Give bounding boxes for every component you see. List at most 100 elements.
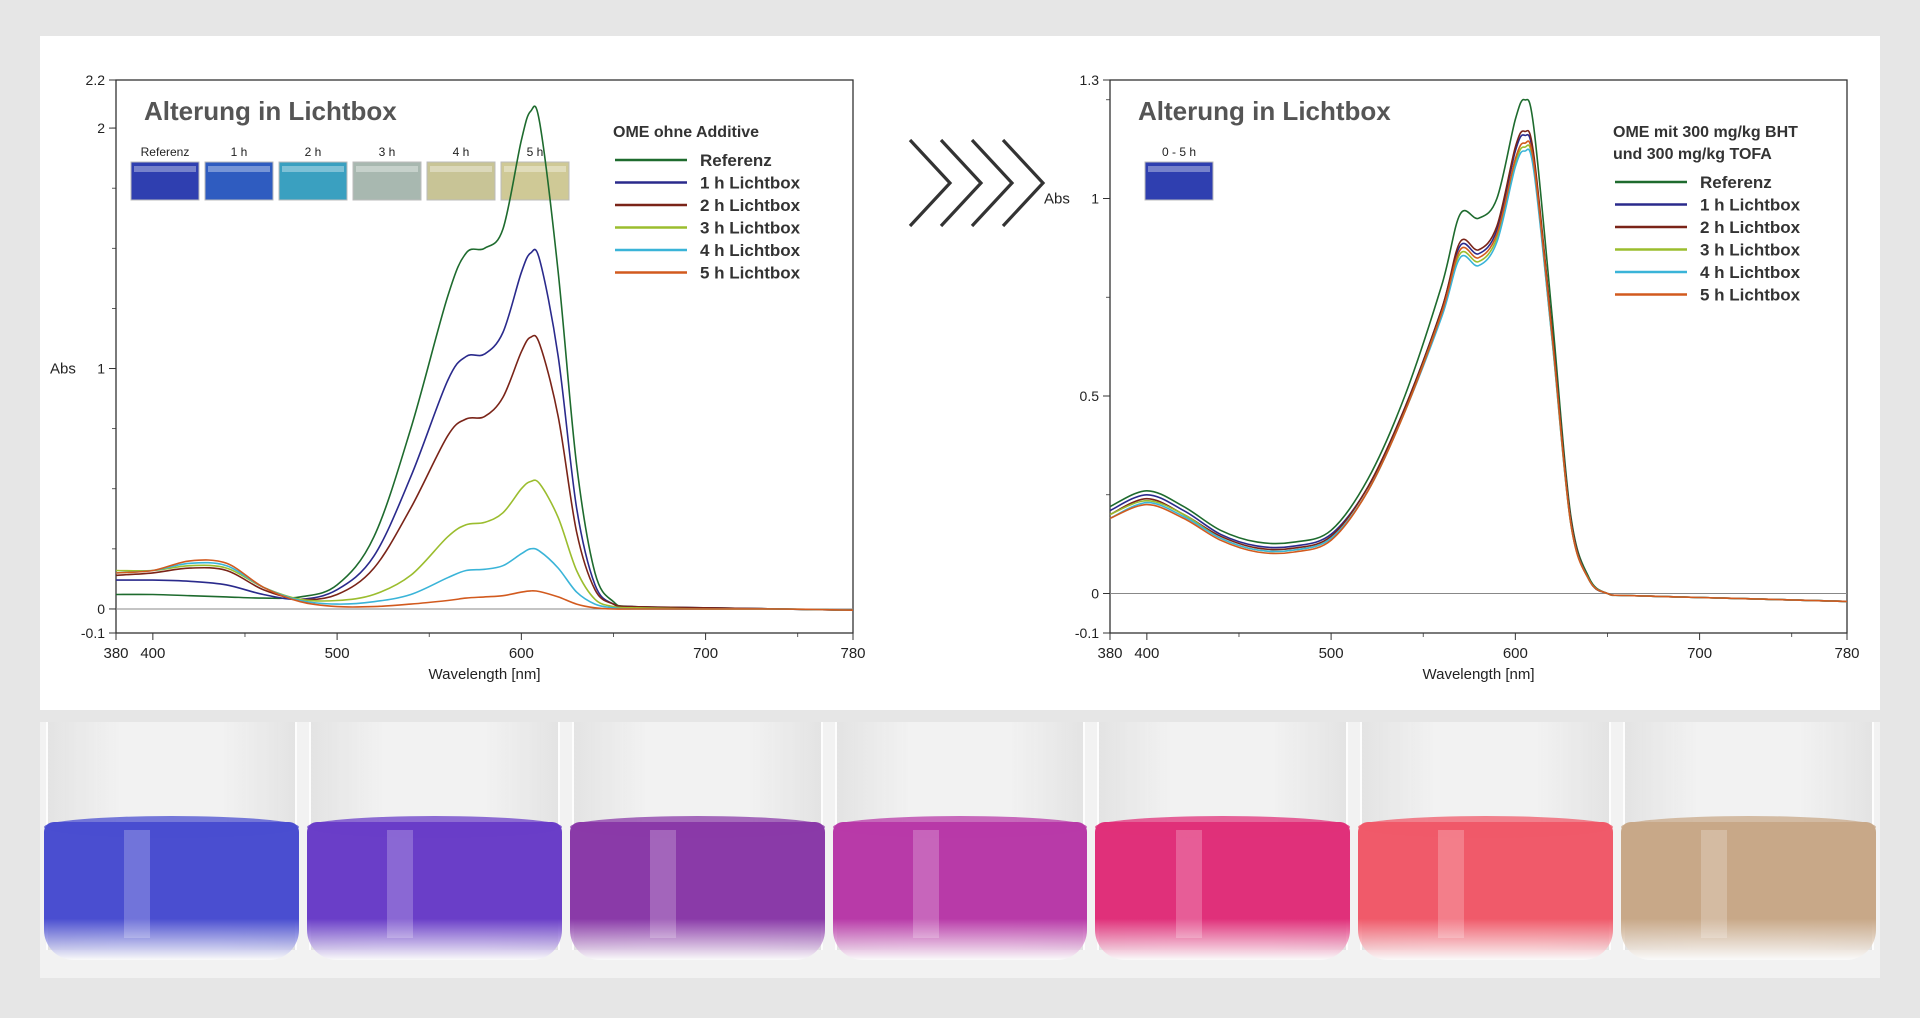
legend-title-line2: und 300 mg/kg TOFA: [1613, 146, 1772, 163]
swatch-label: 2 h: [305, 145, 322, 159]
chart-title: Alterung in Lichtbox: [144, 96, 397, 126]
x-tick-label: 500: [1319, 645, 1344, 662]
vial-shine: [1701, 830, 1728, 938]
color-swatch: [204, 161, 274, 201]
vial-meniscus: [44, 816, 299, 838]
color-swatch: [352, 161, 422, 201]
swatch-label: 3 h: [379, 145, 396, 159]
legend-label: 4 h Lichtbox: [700, 241, 801, 260]
vial-shine: [1438, 830, 1465, 938]
vial-shine: [124, 830, 151, 938]
swatch-highlight: [356, 166, 418, 172]
vial: [829, 722, 1092, 978]
vial-meniscus: [569, 816, 825, 838]
legend-label: 5 h Lichtbox: [700, 264, 801, 283]
legend-label: 1 h Lichtbox: [700, 174, 801, 193]
vial-meniscus: [1358, 816, 1614, 838]
chevron: [939, 138, 984, 228]
series-line: [115, 334, 854, 611]
y-tick-label: 2.2: [86, 72, 106, 88]
y-tick-label: 1.3: [1080, 72, 1100, 88]
chart-title: Alterung in Lichtbox: [1138, 96, 1391, 126]
legend-label: 1 h Lichtbox: [1700, 196, 1801, 215]
swatch-label: 5 h: [527, 145, 544, 159]
legend-title: OME mit 300 mg/kg BHT: [1613, 124, 1798, 141]
vial-shine: [912, 830, 939, 938]
vial: [1617, 722, 1880, 978]
legend-label: 2 h Lichtbox: [700, 196, 801, 215]
x-tick-label: 400: [140, 645, 165, 662]
color-swatch: [278, 161, 348, 201]
chart-left: -0.1 0 1 2 2.2 380 400 500 600 700 780 Wavelength […: [50, 72, 866, 683]
x-tick-label: 780: [1834, 645, 1859, 662]
vial-liquid: [1621, 822, 1876, 960]
vial-liquid: [832, 822, 1088, 960]
x-tick-label: 380: [1097, 645, 1122, 662]
color-swatch: [426, 161, 496, 201]
vial-liquid: [1358, 822, 1614, 960]
series-line: [115, 105, 854, 611]
vial: [40, 722, 303, 978]
y-tick-label: 0: [97, 601, 105, 617]
vial-meniscus: [1095, 816, 1351, 838]
series-line: [115, 547, 854, 611]
swatch-highlight: [208, 166, 270, 172]
swatch-highlight: [504, 166, 566, 172]
swatch-highlight: [430, 166, 492, 172]
vial: [1091, 722, 1354, 978]
legend-label: 2 h Lichtbox: [1700, 218, 1801, 237]
series-line: [115, 248, 854, 611]
vial-liquid: [569, 822, 825, 960]
legend-label: 4 h Lichtbox: [1700, 263, 1801, 282]
chart-right: -0.1 0 0.5 1 1.3 380 400 500 600 700 780 Wavelength…: [1044, 72, 1860, 683]
color-swatch: [130, 161, 200, 201]
series-line: [115, 559, 854, 611]
y-axis-label: Abs: [1044, 191, 1070, 208]
x-tick-label: 700: [1687, 645, 1712, 662]
vial-meniscus: [306, 816, 562, 838]
series-line: [1109, 140, 1848, 603]
color-swatch: [500, 161, 570, 201]
series-line: [115, 479, 854, 611]
legend-title: OME ohne Additive: [613, 124, 759, 141]
y-tick-label: 1: [1091, 191, 1099, 207]
vial-liquid: [1095, 822, 1351, 960]
legend-label: Referenz: [700, 151, 772, 170]
x-tick-label: 780: [840, 645, 865, 662]
swatch-label: 1 h: [231, 145, 248, 159]
y-tick-label: 2: [97, 120, 105, 136]
chevron: [1001, 138, 1046, 228]
color-swatch: [1144, 161, 1214, 201]
legend-label: 3 h Lichtbox: [700, 219, 801, 238]
y-tick-label: -0.1: [1075, 625, 1099, 641]
y-tick-label: 1: [97, 361, 105, 377]
vial-liquid: [44, 822, 299, 960]
plot-frame: [115, 79, 854, 634]
vial-liquid: [306, 822, 562, 960]
x-tick-label: 700: [693, 645, 718, 662]
x-tick-label: 400: [1134, 645, 1159, 662]
swatch-highlight: [134, 166, 196, 172]
x-tick-label: 600: [509, 645, 534, 662]
swatch-label: 0 - 5 h: [1162, 145, 1196, 159]
y-tick-label: 0.5: [1080, 388, 1100, 404]
x-tick-label: 380: [103, 645, 128, 662]
legend-label: 5 h Lichtbox: [1700, 286, 1801, 305]
chevron: [908, 138, 953, 228]
chevron-arrows-icon: [908, 138, 1046, 228]
swatch-highlight: [1148, 166, 1210, 172]
chevron: [970, 138, 1015, 228]
vial: [1354, 722, 1617, 978]
legend-label: 3 h Lichtbox: [1700, 241, 1801, 260]
legend-label: Referenz: [1700, 173, 1772, 192]
swatch-highlight: [282, 166, 344, 172]
swatch-label: Referenz: [141, 145, 190, 159]
plot-frame: [1109, 79, 1848, 634]
vial-shine: [1175, 830, 1202, 938]
x-tick-label: 500: [325, 645, 350, 662]
vial-shine: [649, 830, 676, 938]
vial-meniscus: [832, 816, 1088, 838]
x-axis-label: Wavelength [nm]: [429, 666, 541, 683]
vial-shine: [386, 830, 413, 938]
vial: [566, 722, 829, 978]
